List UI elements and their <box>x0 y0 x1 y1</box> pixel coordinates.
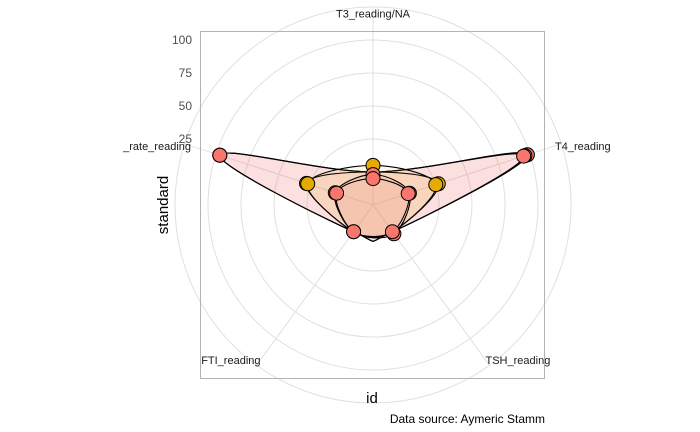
category-label: FTI_reading <box>201 355 260 367</box>
data-point <box>400 186 416 202</box>
y-tick-label: 100 <box>172 33 192 47</box>
series-area <box>219 152 525 242</box>
y-axis-title: standard <box>155 176 172 234</box>
y-tick-label: 25 <box>179 132 193 146</box>
y-tick-label: 75 <box>179 66 193 80</box>
data-point <box>428 177 444 193</box>
panel-border <box>200 31 545 379</box>
data-point <box>384 224 400 240</box>
category-label: T3_reading/NA <box>336 9 411 21</box>
category-labels: T3_reading/NA T4_reading TSH_reading FTI_re… <box>122 9 611 367</box>
data-point <box>212 147 228 163</box>
category-label: TSH_reading <box>486 355 551 367</box>
data-point <box>346 224 362 240</box>
caption: Data source: Aymeric Stamm <box>390 412 545 426</box>
data-point <box>329 185 345 201</box>
y-tick-label: 50 <box>179 99 193 113</box>
x-axis-title: id <box>366 390 378 407</box>
category-label: _rate_reading <box>122 141 191 153</box>
data-point <box>365 171 381 187</box>
data-point <box>516 148 532 164</box>
y-tick-labels: 25 50 75 100 <box>172 33 192 146</box>
data-point <box>300 176 316 192</box>
series-points <box>212 147 535 242</box>
category-label: T4_reading <box>555 141 611 153</box>
